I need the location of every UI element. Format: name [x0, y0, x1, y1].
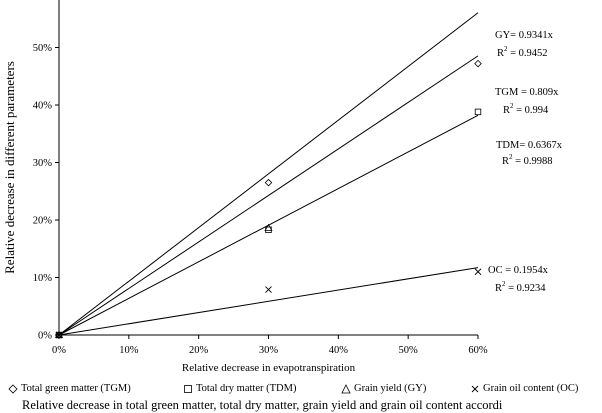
y-tick-label: 40% — [33, 101, 53, 112]
data-point-2-1 — [264, 223, 273, 232]
legend-label-tgm: Total green matter (TGM) — [21, 383, 131, 394]
legend-item-tgm: Total green matter (TGM) — [8, 383, 131, 394]
x-tick-label: 60% — [468, 345, 488, 356]
r2-label-1: R2 = 0.9988 — [502, 153, 553, 167]
x-axis-title: Relative decrease in evapotranspiration — [182, 362, 356, 374]
y-tick-label: 50% — [33, 43, 53, 54]
equation-label-0: TGM = 0.809x — [495, 87, 559, 98]
data-point-3-1 — [265, 286, 272, 293]
r2-label-2: R2 = 0.9452 — [497, 45, 548, 59]
data-point-3-2 — [474, 268, 482, 276]
legend-label-gy: Grain yield (GY) — [354, 383, 427, 394]
legend: Total green matter (TGM) Total dry matte… — [8, 383, 598, 399]
x-tick-label: 0% — [52, 345, 66, 356]
legend-item-gy: Grain yield (GY) — [341, 383, 426, 394]
y-tick-label: 30% — [33, 158, 53, 169]
r2-label-0: R2 = 0.994 — [503, 102, 549, 116]
trendline-2 — [58, 12, 479, 336]
square-marker-icon — [184, 384, 192, 393]
x-tick-label: 30% — [259, 345, 279, 356]
legend-item-tdm: Total dry matter (TDM) — [183, 383, 296, 394]
legend-item-oc: Grain oil content (OC) — [470, 383, 578, 394]
r2-label-3: R2 = 0.9234 — [495, 280, 546, 294]
triangle-marker-icon — [341, 383, 351, 393]
figure-caption: Relative decrease in total green matter,… — [22, 398, 503, 412]
equation-label-1: TDM= 0.6367x — [496, 140, 563, 151]
y-tick-label: 0% — [38, 331, 52, 342]
x-tick-label: 20% — [189, 345, 209, 356]
x-tick-label: 40% — [329, 345, 349, 356]
equation-label-2: GY= 0.9341x — [495, 30, 554, 41]
data-point-0-1 — [264, 178, 273, 187]
legend-label-oc: Grain oil content (OC) — [483, 383, 579, 394]
equation-label-3: OC = 0.1954x — [488, 265, 549, 276]
y-tick-label: 10% — [33, 273, 53, 284]
x-tick-label: 50% — [399, 345, 419, 356]
x-marker-icon — [471, 385, 479, 392]
y-tick-label: 20% — [33, 216, 53, 227]
data-point-3-0 — [55, 331, 63, 339]
y-axis-title: Relative decrease in different parameter… — [2, 61, 17, 274]
chart-plot: 0%10%20%30%40%50%60%0%10%20%30%40%50%60%… — [2, 0, 563, 374]
data-point-0-2 — [474, 59, 482, 68]
data-point-0-0 — [55, 331, 63, 339]
legend-label-tdm: Total dry matter (TDM) — [196, 383, 297, 394]
trendline-3 — [58, 267, 479, 336]
data-point-1-2 — [474, 108, 482, 116]
diamond-marker-icon — [8, 383, 18, 394]
x-tick-label: 10% — [119, 345, 139, 356]
data-point-2-0 — [54, 330, 64, 339]
trendline-0 — [58, 55, 479, 336]
